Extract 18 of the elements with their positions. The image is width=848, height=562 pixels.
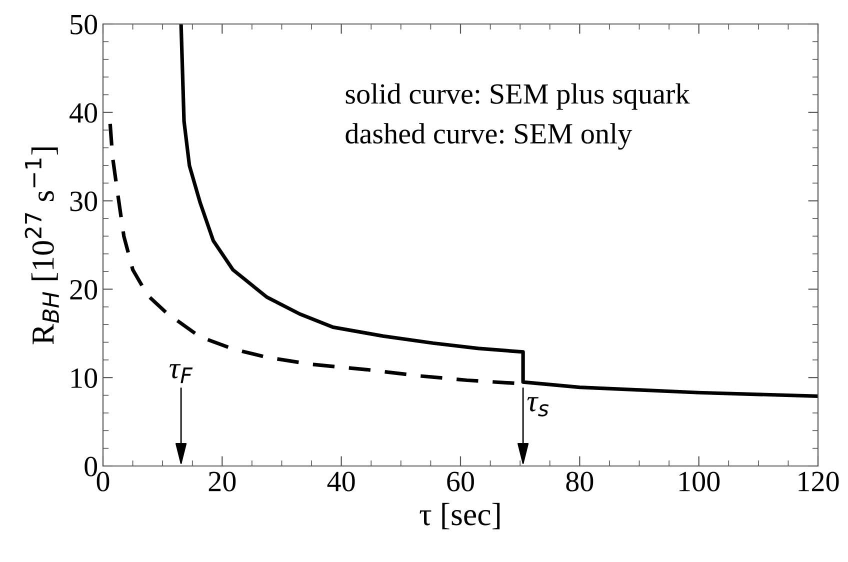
x-tick-label: 100 — [680, 472, 720, 492]
y-axis-title: R$_{BH}$ [10$^{27}$ s$^{−1}$] — [24, 147, 59, 344]
annotation: τ$_{s}$ — [527, 397, 549, 416]
x-tick-label: 40 — [327, 472, 355, 492]
y-tick-label: 20 — [70, 280, 98, 300]
x-tick-label: 60 — [447, 472, 474, 492]
annotation: dashed curve: SEM only — [346, 123, 632, 150]
y-tick-label: 30 — [70, 192, 98, 212]
annotation: solid curve: SEM plus squark — [346, 83, 690, 110]
y-tick-label: 0 — [84, 456, 98, 476]
x-tick-label: 120 — [798, 472, 839, 492]
x-axis-title: τ [sec] — [420, 502, 500, 530]
annotation: τ$_{F}$ — [170, 364, 193, 384]
y-tick-label: 40 — [70, 103, 98, 123]
y-tick-label: 10 — [72, 368, 98, 388]
x-tick-label: 80 — [566, 472, 594, 492]
y-tick-label: 50 — [70, 14, 98, 34]
x-tick-label: 20 — [208, 472, 236, 492]
